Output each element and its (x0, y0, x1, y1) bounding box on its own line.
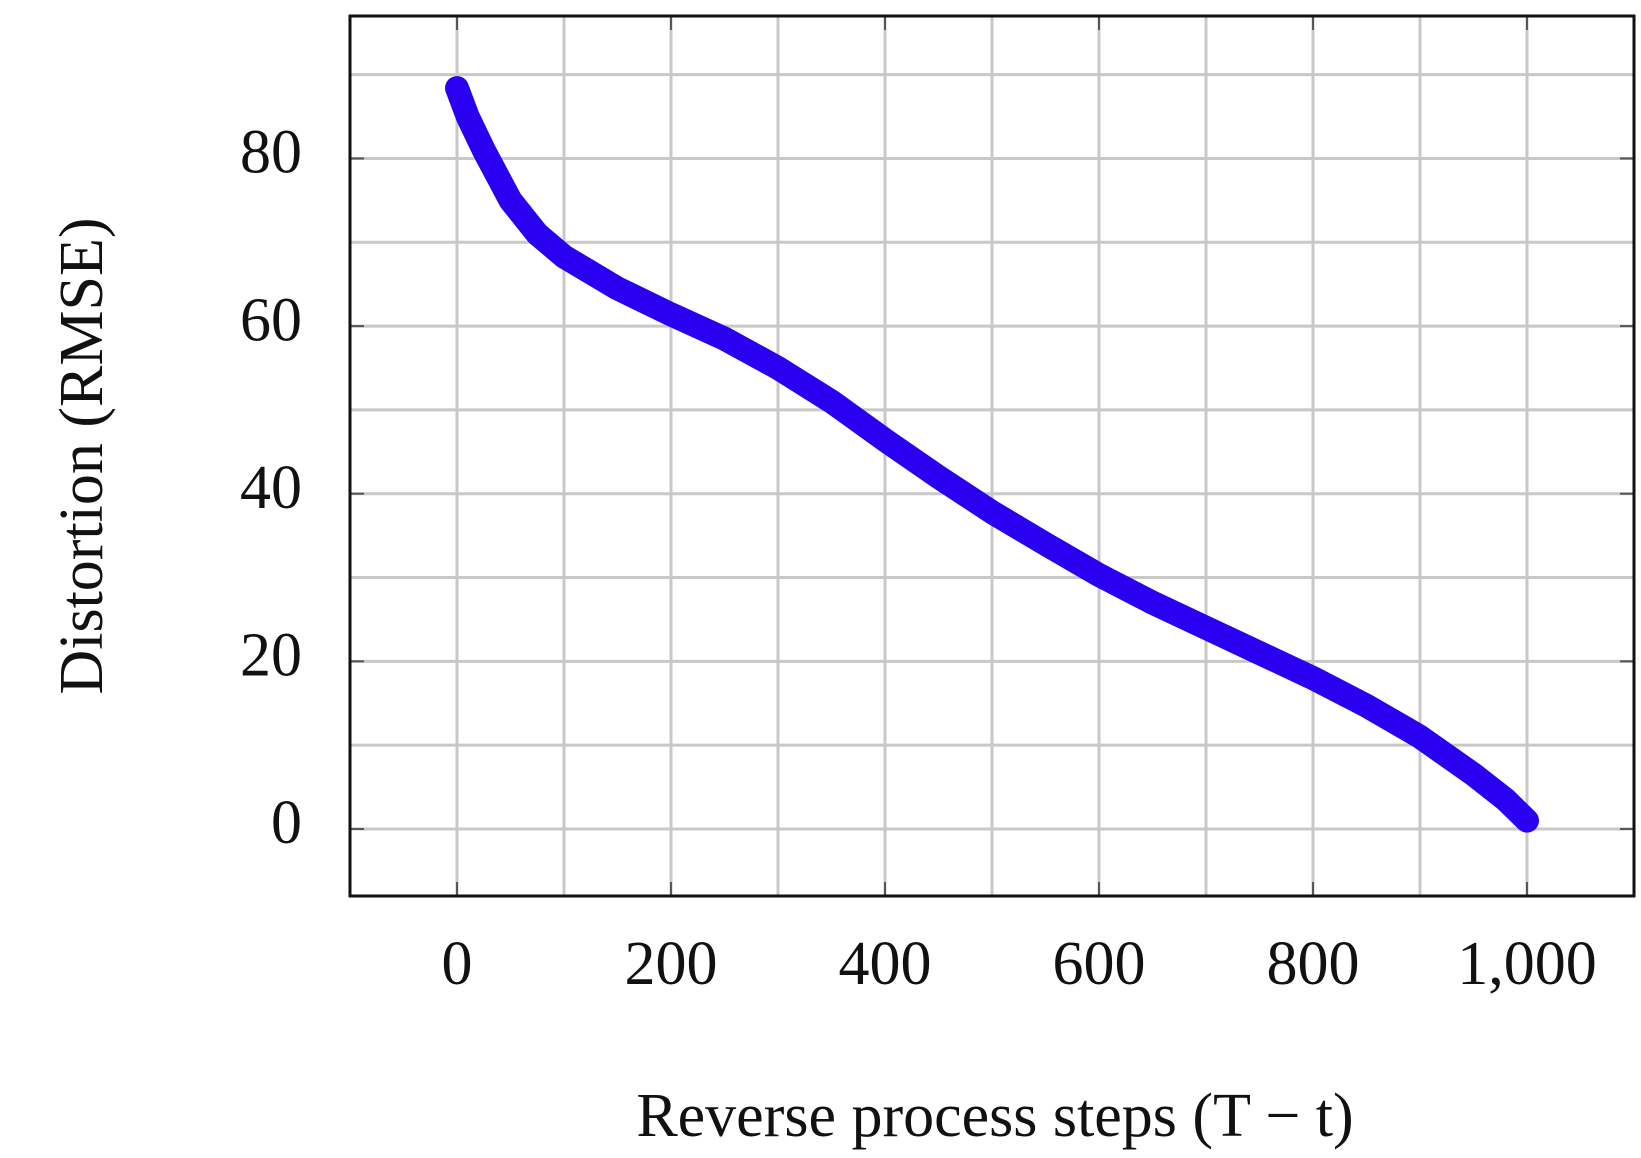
x-tick-label: 200 (625, 930, 718, 998)
y-tick-label: 40 (240, 454, 302, 522)
x-tick-label: 0 (442, 930, 473, 998)
y-tick-label: 20 (240, 622, 302, 690)
chart: Reverse process steps (T − t) Distortion… (0, 0, 1641, 1158)
x-tick-label: 600 (1053, 930, 1146, 998)
x-tick-label: 400 (839, 930, 932, 998)
y-tick-label: 0 (271, 789, 302, 857)
y-axis-label: Distortion (RMSE) (48, 217, 116, 694)
y-tick-label: 60 (240, 286, 302, 354)
y-tick-label: 80 (240, 119, 302, 187)
x-tick-label: 1,000 (1457, 930, 1597, 998)
x-tick-label: 800 (1267, 930, 1360, 998)
x-axis-label: Reverse process steps (T − t) (636, 1082, 1353, 1150)
